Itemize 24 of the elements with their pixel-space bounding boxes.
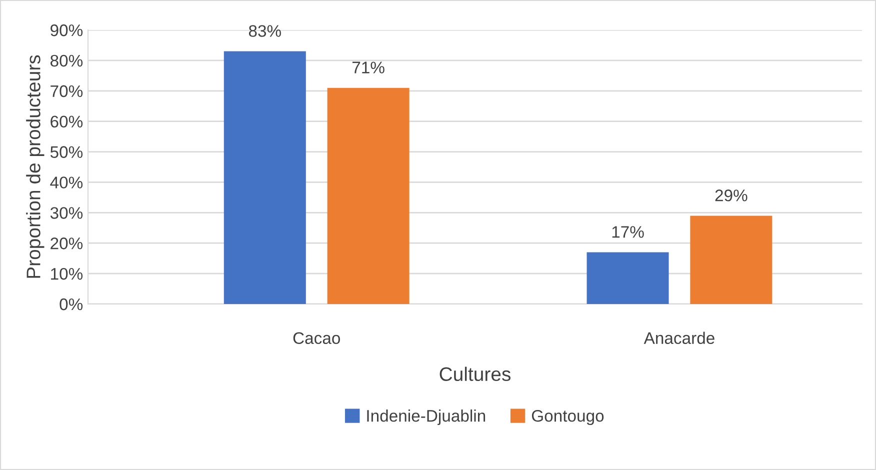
bar bbox=[224, 51, 306, 304]
data-label: 29% bbox=[715, 190, 748, 202]
data-label: 71% bbox=[352, 62, 384, 74]
y-axis-title: Proportion de producteurs bbox=[26, 55, 44, 278]
x-tick-label: Cacao bbox=[293, 332, 340, 344]
x-tick-label: Anacarde bbox=[644, 332, 714, 344]
y-tick-label: 50% bbox=[50, 146, 83, 158]
x-axis-title: Cultures bbox=[440, 366, 510, 382]
y-tick-label: 70% bbox=[50, 85, 83, 98]
bar bbox=[690, 216, 772, 304]
y-tick-label: 40% bbox=[50, 176, 83, 188]
data-label: 17% bbox=[612, 226, 644, 238]
legend-label: Gontougo bbox=[532, 410, 604, 426]
y-tick-label: 0% bbox=[60, 298, 83, 310]
bar bbox=[327, 88, 410, 304]
y-tick-label: 10% bbox=[51, 268, 83, 280]
legend-label: Indenie-Djuablin bbox=[367, 410, 486, 426]
data-label: 83% bbox=[248, 25, 281, 37]
y-tick-label: 80% bbox=[50, 54, 83, 67]
y-tick-label: 30% bbox=[50, 207, 83, 219]
y-tick-label: 60% bbox=[50, 116, 83, 128]
y-tick-label: 90% bbox=[50, 24, 83, 36]
bar bbox=[586, 252, 669, 304]
y-tick-label: 20% bbox=[50, 238, 83, 250]
